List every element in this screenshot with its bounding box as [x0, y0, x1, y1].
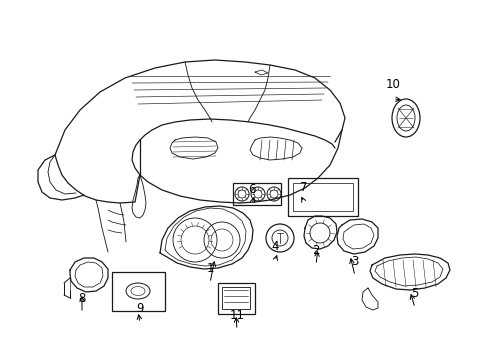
Text: 9: 9 [136, 302, 143, 315]
Text: 6: 6 [248, 183, 255, 196]
Text: 10: 10 [385, 78, 400, 91]
Text: 1: 1 [206, 262, 213, 275]
Text: 4: 4 [271, 240, 278, 253]
Text: 2: 2 [312, 244, 319, 257]
Text: 3: 3 [350, 255, 358, 268]
Text: 5: 5 [410, 287, 418, 300]
Text: 7: 7 [300, 181, 307, 194]
Text: 8: 8 [78, 292, 85, 305]
Text: 11: 11 [229, 309, 244, 322]
